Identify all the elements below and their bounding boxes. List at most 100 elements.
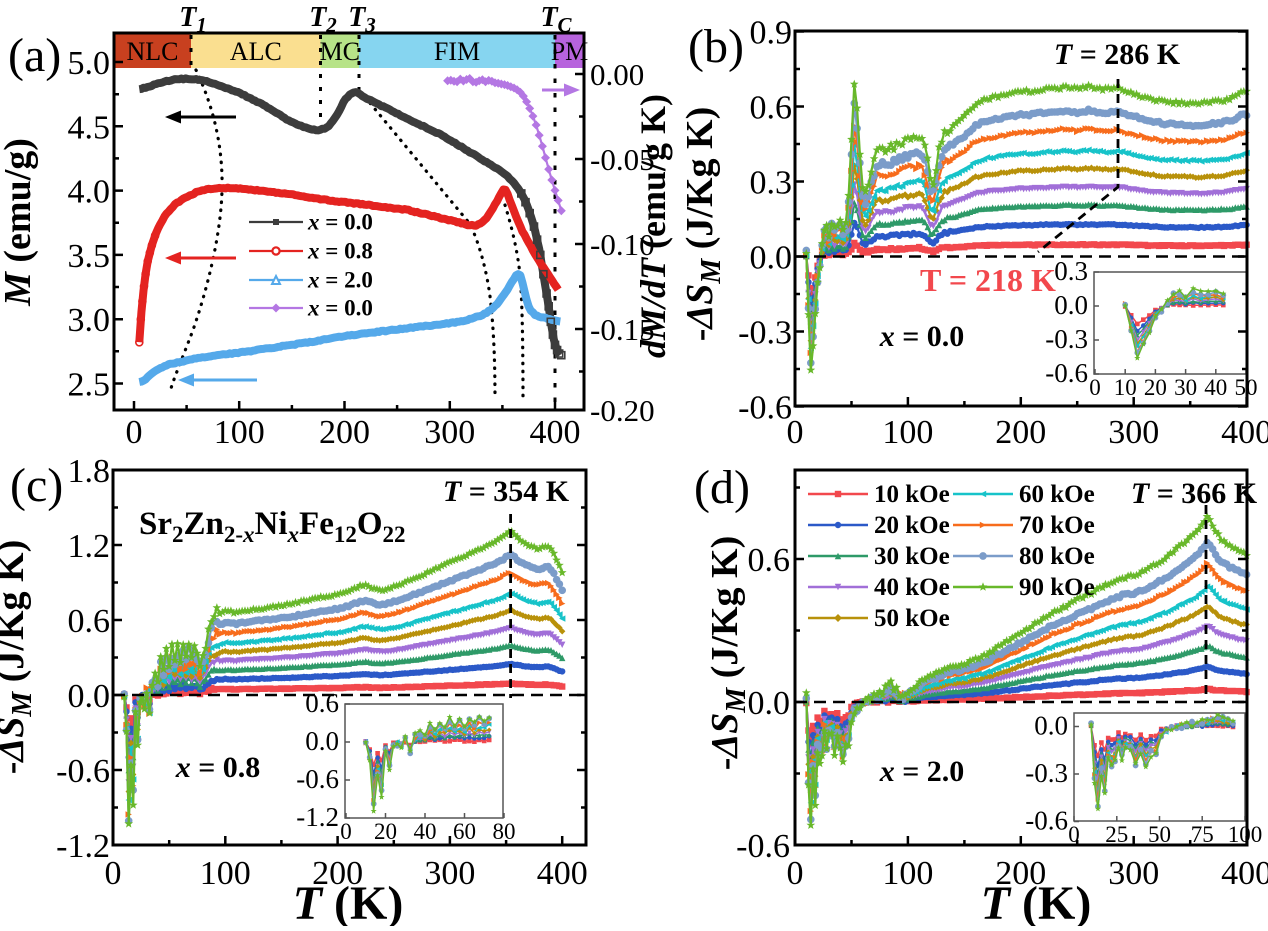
svg-text:100: 100 <box>882 414 933 451</box>
svg-text:T (K): T (K) <box>293 877 404 926</box>
svg-text:-ΔSM (J/Kg K): -ΔSM (J/Kg K) <box>704 536 752 771</box>
svg-text:0.0: 0.0 <box>68 678 111 715</box>
svg-text:x = 0.8: x = 0.8 <box>307 239 373 264</box>
svg-text:-0.6: -0.6 <box>56 753 110 790</box>
svg-text:0.0: 0.0 <box>305 726 339 756</box>
svg-text:x = 0.0: x = 0.0 <box>307 210 373 235</box>
svg-text:4.5: 4.5 <box>68 109 111 146</box>
svg-text:M (emu/g): M (emu/g) <box>0 138 39 307</box>
svg-text:40: 40 <box>1204 375 1227 400</box>
svg-text:T (K): T (K) <box>981 877 1092 926</box>
svg-text:(b): (b) <box>688 20 744 73</box>
svg-text:MC: MC <box>320 37 360 66</box>
svg-text:-0.6: -0.6 <box>296 764 339 794</box>
svg-text:0.0: 0.0 <box>1054 290 1088 320</box>
svg-text:x = 0.0: x = 0.0 <box>307 296 373 321</box>
svg-text:70 kOe: 70 kOe <box>1019 512 1095 539</box>
svg-text:300: 300 <box>424 414 475 451</box>
svg-text:0: 0 <box>105 855 122 892</box>
svg-text:25: 25 <box>1105 822 1128 847</box>
svg-text:dM/dT (emu/g K): dM/dT (emu/g K) <box>633 94 673 358</box>
svg-text:T = 366 K: T = 366 K <box>1131 477 1258 510</box>
svg-text:3.5: 3.5 <box>68 238 111 275</box>
svg-text:100: 100 <box>882 855 933 892</box>
svg-text:FIM: FIM <box>434 37 480 66</box>
svg-text:-1.2: -1.2 <box>296 802 339 832</box>
svg-text:T = 354 K: T = 354 K <box>443 475 570 508</box>
svg-text:400: 400 <box>530 414 581 451</box>
svg-text:x = 2.0: x = 2.0 <box>307 268 373 293</box>
svg-text:300: 300 <box>1108 414 1159 451</box>
svg-text:4.0: 4.0 <box>68 174 111 211</box>
svg-text:0: 0 <box>126 414 143 451</box>
svg-text:2.5: 2.5 <box>68 367 111 404</box>
svg-text:-ΔSM (J/Kg K): -ΔSM (J/Kg K) <box>0 540 38 775</box>
svg-text:T = 286 K: T = 286 K <box>1054 38 1181 71</box>
svg-text:0.6: 0.6 <box>748 542 791 579</box>
svg-text:10: 10 <box>1114 375 1137 400</box>
svg-text:40 kOe: 40 kOe <box>874 574 950 601</box>
svg-text:300: 300 <box>424 855 475 892</box>
svg-text:x = 0.8: x = 0.8 <box>175 751 261 784</box>
svg-text:200: 200 <box>312 855 363 892</box>
svg-text:75: 75 <box>1191 822 1214 847</box>
svg-text:0.6: 0.6 <box>305 688 339 718</box>
svg-text:3.0: 3.0 <box>68 302 111 339</box>
svg-text:Sr2Zn2-xNixFe12O22: Sr2Zn2-xNixFe12O22 <box>139 506 406 547</box>
svg-text:-0.6: -0.6 <box>738 390 792 427</box>
svg-text:30: 30 <box>1174 375 1197 400</box>
svg-text:-0.3: -0.3 <box>1045 324 1088 354</box>
svg-text:-0.3: -0.3 <box>1025 758 1068 788</box>
svg-text:0.3: 0.3 <box>750 165 793 202</box>
svg-text:0: 0 <box>787 414 804 451</box>
svg-text:60 kOe: 60 kOe <box>1019 481 1095 508</box>
svg-text:-0.20: -0.20 <box>590 393 655 428</box>
svg-text:0.0: 0.0 <box>748 685 791 722</box>
svg-text:0.3: 0.3 <box>1054 256 1088 286</box>
svg-text:-0.6: -0.6 <box>1045 358 1088 388</box>
svg-text:200: 200 <box>995 414 1046 451</box>
svg-text:NLC: NLC <box>127 37 179 66</box>
svg-text:-0.6: -0.6 <box>1025 806 1068 836</box>
svg-text:80: 80 <box>493 819 516 844</box>
svg-text:-ΔSM (J/Kg K): -ΔSM (J/Kg K) <box>679 107 727 342</box>
svg-text:90 kOe: 90 kOe <box>1019 574 1095 601</box>
svg-text:100: 100 <box>1228 822 1263 847</box>
svg-text:100: 100 <box>214 414 265 451</box>
svg-text:0: 0 <box>340 819 352 844</box>
svg-text:5.0: 5.0 <box>68 45 111 82</box>
svg-text:60: 60 <box>453 819 476 844</box>
svg-text:400: 400 <box>1221 414 1268 451</box>
svg-text:1.2: 1.2 <box>68 528 111 565</box>
svg-text:40: 40 <box>414 819 437 844</box>
svg-text:400: 400 <box>537 855 588 892</box>
svg-text:200: 200 <box>995 855 1046 892</box>
svg-text:80 kOe: 80 kOe <box>1019 543 1095 570</box>
svg-text:50 kOe: 50 kOe <box>874 605 950 632</box>
svg-text:-0.05: -0.05 <box>590 142 655 177</box>
svg-text:1.8: 1.8 <box>68 453 111 490</box>
svg-text:0: 0 <box>787 855 804 892</box>
svg-text:x = 0.0: x = 0.0 <box>879 320 965 353</box>
svg-text:ALC: ALC <box>230 37 282 66</box>
svg-text:-1.2: -1.2 <box>56 828 110 865</box>
svg-text:-0.10: -0.10 <box>590 227 655 262</box>
svg-text:0.6: 0.6 <box>750 90 793 127</box>
svg-text:T = 218 K: T = 218 K <box>920 262 1056 298</box>
svg-text:-0.6: -0.6 <box>736 828 790 865</box>
svg-text:0: 0 <box>1089 375 1101 400</box>
svg-text:0.9: 0.9 <box>750 15 793 52</box>
svg-text:x = 2.0: x = 2.0 <box>879 755 965 788</box>
svg-text:400: 400 <box>1221 855 1268 892</box>
svg-text:10 kOe: 10 kOe <box>874 481 950 508</box>
svg-text:(c): (c) <box>10 459 63 512</box>
svg-text:(a): (a) <box>8 29 61 82</box>
svg-text:0.0: 0.0 <box>750 240 793 277</box>
svg-text:30 kOe: 30 kOe <box>874 543 950 570</box>
svg-text:50: 50 <box>1148 822 1171 847</box>
svg-text:20: 20 <box>374 819 397 844</box>
svg-text:20: 20 <box>1144 375 1167 400</box>
svg-text:PM: PM <box>551 37 589 66</box>
svg-text:100: 100 <box>200 855 251 892</box>
svg-text:0.0: 0.0 <box>1034 711 1068 741</box>
